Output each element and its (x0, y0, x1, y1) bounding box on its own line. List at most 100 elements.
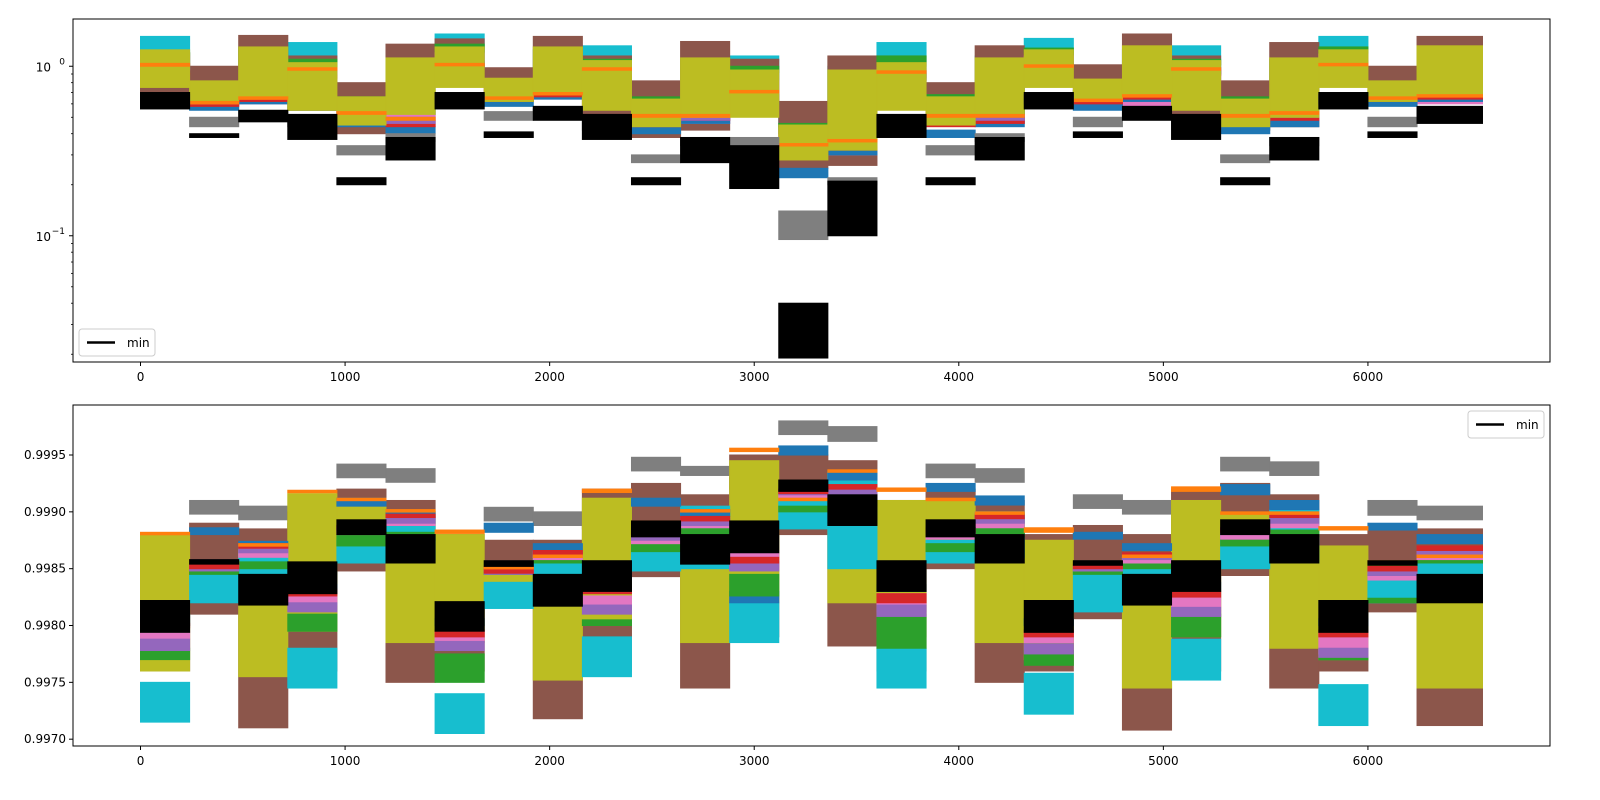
band-segment (925, 543, 976, 553)
band-segment (1318, 684, 1369, 727)
band-segment (287, 647, 338, 689)
legend: min (1467, 410, 1545, 439)
band-segment (974, 57, 1025, 115)
band-segment (827, 471, 878, 481)
chart-bottom-linear: 0 1000 2000 3000 4000 5000 6000 0.9970 0.9975 0.9… (24, 404, 1551, 768)
band-segment (778, 499, 829, 530)
band-segment (925, 482, 976, 492)
band-segment (925, 463, 976, 479)
band-segment (1121, 543, 1173, 551)
band-segment (434, 640, 485, 652)
y-tick-label: 0.9975 (24, 675, 66, 689)
band-segment (778, 210, 829, 241)
band-segment (385, 126, 436, 135)
band-segment (1269, 119, 1320, 128)
y-tick-label: 0.9970 (24, 732, 66, 746)
band-segment (140, 92, 191, 110)
axes-frame (72, 404, 1551, 747)
y-tick-label: 10 (36, 230, 51, 244)
band-segment (581, 67, 632, 71)
band-segment (189, 563, 240, 570)
band-segment (1072, 531, 1123, 540)
band-segment (385, 468, 436, 483)
band-segment (287, 561, 338, 595)
band-segment (1318, 526, 1369, 531)
band-segment (581, 595, 632, 606)
band-segment (336, 534, 387, 547)
band-segment (1269, 111, 1320, 115)
band-segment (434, 653, 485, 683)
band-segment (1220, 154, 1271, 164)
x-tick-label: 6000 (1353, 370, 1384, 384)
band-segment (1269, 499, 1320, 511)
band-segment (581, 619, 632, 627)
band-segment (336, 177, 387, 186)
band-segment (680, 527, 731, 536)
y-tick-label: 0.9980 (24, 619, 66, 633)
band-segment (483, 506, 534, 522)
band-segment (434, 46, 485, 88)
band-segment (238, 96, 289, 100)
band-segment (434, 62, 485, 67)
series-9 (140, 447, 1483, 570)
band-segment (140, 62, 191, 67)
band-segment (189, 100, 240, 105)
legend-box (1467, 410, 1545, 439)
band-segment (630, 98, 682, 128)
band-segment (925, 497, 976, 502)
band-segment (729, 556, 780, 564)
band-segment (1269, 57, 1320, 118)
band-segment (1072, 131, 1123, 138)
band-segment (925, 145, 976, 156)
band-segment (778, 167, 829, 179)
series-bands (140, 33, 1483, 359)
band-segment (1220, 511, 1271, 515)
band-segment (1121, 94, 1173, 98)
band-segment (581, 636, 632, 678)
band-segment (925, 519, 976, 538)
band-segment (483, 522, 534, 533)
band-segment (532, 46, 583, 96)
band-segment (1416, 505, 1483, 521)
band-segment (238, 573, 289, 606)
band-segment (680, 534, 731, 565)
band-segment (778, 143, 829, 147)
band-segment (1121, 499, 1173, 515)
band-segment (876, 593, 927, 604)
band-segment (189, 559, 240, 565)
band-segment (1023, 64, 1074, 68)
band-segment (483, 131, 534, 138)
band-segment (974, 468, 1025, 483)
band-segment (778, 302, 829, 359)
band-segment (532, 573, 583, 607)
band-segment (385, 57, 436, 115)
band-segment (729, 520, 780, 554)
band-segment (336, 497, 387, 502)
band-segment (729, 145, 780, 190)
y-tick-label: 10 (36, 60, 51, 74)
band-segment (238, 561, 289, 570)
band-segment (287, 602, 338, 613)
band-segment (1367, 565, 1418, 572)
band-segment (630, 154, 682, 164)
band-segment (778, 505, 829, 513)
band-segment (827, 138, 878, 143)
legend-box (78, 328, 156, 357)
band-segment (1367, 100, 1418, 107)
band-segment (630, 113, 682, 118)
band-segment (876, 604, 927, 617)
band-segment (140, 49, 191, 88)
band-segment (336, 96, 387, 126)
band-segment (827, 494, 878, 526)
band-segment (189, 116, 240, 128)
band-segment (827, 180, 878, 237)
band-segment (140, 681, 191, 723)
band-segment (680, 465, 731, 476)
band-segment (729, 602, 780, 644)
band-segment (483, 111, 534, 121)
band-segment (680, 57, 731, 118)
y-tick-exponent: 0 (59, 57, 65, 67)
band-segment (974, 113, 1025, 118)
band-segment (1318, 62, 1369, 67)
